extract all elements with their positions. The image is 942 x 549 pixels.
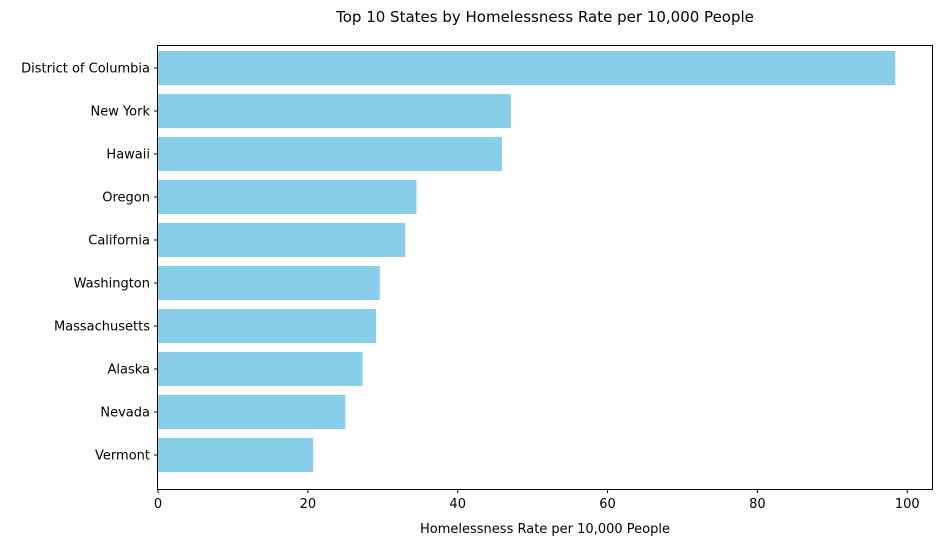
- y-tick-label: District of Columbia: [21, 62, 150, 77]
- y-tick-label: Nevada: [100, 406, 150, 421]
- x-tick-label: 80: [749, 497, 766, 512]
- bar-new-york: [158, 94, 511, 128]
- bar-hawaii: [158, 137, 502, 171]
- bar-district-of-columbia: [158, 51, 896, 85]
- y-tick-label: Oregon: [102, 191, 150, 206]
- bar-washington: [158, 266, 380, 300]
- y-tick-label: Alaska: [107, 363, 150, 378]
- x-tick-label: 20: [300, 497, 317, 512]
- x-ticks: 0 20 40 60 80 100: [154, 489, 920, 512]
- bar-massachusetts: [158, 309, 377, 343]
- y-tick-label: Massachusetts: [54, 320, 150, 335]
- bar-oregon: [158, 180, 417, 214]
- plot-frame: [157, 45, 933, 490]
- x-tick-label: 40: [449, 497, 466, 512]
- bar-vermont: [158, 438, 314, 472]
- bars-layer: [158, 51, 896, 472]
- x-tick-label: 0: [154, 497, 162, 512]
- chart-title: Top 10 States by Homelessness Rate per 1…: [335, 8, 754, 26]
- y-tick-label: New York: [90, 105, 150, 120]
- x-axis-label: Homelessness Rate per 10,000 People: [420, 522, 670, 537]
- bar-california: [158, 223, 406, 257]
- y-tick-labels: District of Columbia New York Hawaii Oregon…: [21, 62, 158, 464]
- y-tick-label: Hawaii: [106, 148, 150, 163]
- y-tick-label: California: [88, 234, 150, 249]
- y-tick-label: Vermont: [95, 449, 150, 464]
- x-tick-label: 100: [895, 497, 920, 512]
- y-tick-label: Washington: [74, 277, 150, 292]
- bar-alaska: [158, 352, 363, 386]
- x-tick-label: 60: [599, 497, 616, 512]
- bar-nevada: [158, 395, 346, 429]
